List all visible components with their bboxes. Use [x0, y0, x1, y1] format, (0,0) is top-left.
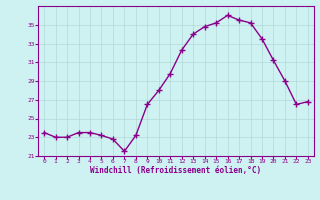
X-axis label: Windchill (Refroidissement éolien,°C): Windchill (Refroidissement éolien,°C)	[91, 166, 261, 175]
